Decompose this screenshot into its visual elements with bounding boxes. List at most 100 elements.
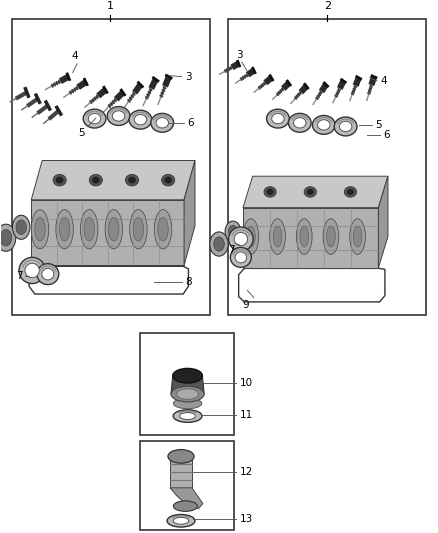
Ellipse shape bbox=[89, 174, 102, 186]
Text: 5: 5 bbox=[375, 120, 382, 130]
Ellipse shape bbox=[164, 177, 172, 183]
Polygon shape bbox=[184, 160, 195, 265]
Ellipse shape bbox=[156, 118, 169, 128]
Ellipse shape bbox=[173, 410, 202, 422]
Text: 7: 7 bbox=[16, 271, 22, 281]
Ellipse shape bbox=[288, 114, 311, 132]
Ellipse shape bbox=[228, 225, 237, 238]
Ellipse shape bbox=[170, 450, 192, 462]
Text: 4: 4 bbox=[71, 51, 78, 61]
Bar bbox=[12, 19, 210, 315]
Text: 12: 12 bbox=[240, 467, 253, 477]
Ellipse shape bbox=[19, 257, 45, 284]
Ellipse shape bbox=[42, 269, 54, 280]
Text: 4: 4 bbox=[381, 76, 387, 86]
Polygon shape bbox=[243, 208, 378, 268]
Ellipse shape bbox=[344, 187, 357, 197]
Polygon shape bbox=[239, 269, 385, 302]
Text: 10: 10 bbox=[240, 378, 253, 388]
Ellipse shape bbox=[154, 209, 172, 249]
Ellipse shape bbox=[128, 177, 136, 183]
Ellipse shape bbox=[107, 107, 130, 125]
Ellipse shape bbox=[304, 187, 316, 197]
Ellipse shape bbox=[339, 122, 352, 132]
Ellipse shape bbox=[133, 217, 144, 241]
Ellipse shape bbox=[88, 114, 101, 124]
Ellipse shape bbox=[129, 110, 152, 129]
Ellipse shape bbox=[56, 209, 73, 249]
Ellipse shape bbox=[37, 264, 59, 285]
Ellipse shape bbox=[162, 174, 175, 186]
Ellipse shape bbox=[264, 187, 276, 197]
Text: 8: 8 bbox=[185, 277, 191, 287]
Ellipse shape bbox=[323, 219, 339, 254]
Ellipse shape bbox=[334, 117, 357, 136]
Text: 5: 5 bbox=[78, 128, 85, 138]
Ellipse shape bbox=[173, 501, 198, 511]
Polygon shape bbox=[31, 200, 184, 265]
Ellipse shape bbox=[229, 227, 253, 251]
Ellipse shape bbox=[134, 115, 147, 125]
Ellipse shape bbox=[125, 174, 138, 186]
Ellipse shape bbox=[173, 398, 202, 409]
Text: 7: 7 bbox=[228, 245, 234, 255]
Ellipse shape bbox=[168, 449, 194, 463]
Ellipse shape bbox=[84, 217, 95, 241]
Ellipse shape bbox=[267, 109, 289, 128]
Ellipse shape bbox=[16, 220, 26, 235]
Ellipse shape bbox=[130, 209, 147, 249]
Ellipse shape bbox=[350, 219, 365, 254]
Ellipse shape bbox=[53, 174, 66, 186]
Ellipse shape bbox=[158, 217, 168, 241]
Ellipse shape bbox=[225, 221, 241, 242]
Text: 1: 1 bbox=[106, 1, 113, 11]
Text: 6: 6 bbox=[187, 118, 194, 128]
Bar bbox=[228, 19, 426, 315]
Ellipse shape bbox=[247, 226, 255, 247]
Ellipse shape bbox=[180, 413, 195, 419]
Polygon shape bbox=[29, 266, 188, 294]
Ellipse shape bbox=[300, 226, 309, 247]
Ellipse shape bbox=[83, 109, 106, 128]
Ellipse shape bbox=[171, 386, 204, 402]
Text: 3: 3 bbox=[185, 72, 191, 82]
Ellipse shape bbox=[293, 118, 306, 128]
Ellipse shape bbox=[151, 114, 173, 132]
Ellipse shape bbox=[92, 177, 100, 183]
Ellipse shape bbox=[267, 189, 274, 195]
Polygon shape bbox=[170, 456, 192, 488]
Ellipse shape bbox=[312, 116, 335, 134]
Ellipse shape bbox=[270, 219, 286, 254]
Text: 9: 9 bbox=[242, 300, 248, 310]
Ellipse shape bbox=[25, 263, 39, 278]
Text: 13: 13 bbox=[240, 514, 253, 524]
Text: 6: 6 bbox=[383, 131, 390, 140]
Ellipse shape bbox=[105, 209, 123, 249]
Ellipse shape bbox=[230, 247, 251, 268]
Ellipse shape bbox=[35, 217, 45, 241]
Text: 3: 3 bbox=[237, 50, 243, 60]
Bar bbox=[141, 333, 234, 435]
Ellipse shape bbox=[327, 226, 335, 247]
Ellipse shape bbox=[173, 518, 189, 524]
Ellipse shape bbox=[273, 226, 282, 247]
Bar bbox=[141, 441, 234, 530]
Ellipse shape bbox=[347, 189, 354, 195]
Ellipse shape bbox=[297, 219, 312, 254]
Ellipse shape bbox=[272, 114, 284, 124]
Ellipse shape bbox=[0, 224, 16, 251]
Ellipse shape bbox=[234, 232, 247, 246]
Ellipse shape bbox=[210, 232, 228, 256]
Ellipse shape bbox=[353, 226, 362, 247]
Ellipse shape bbox=[243, 219, 259, 254]
Ellipse shape bbox=[81, 209, 98, 249]
Ellipse shape bbox=[31, 209, 49, 249]
Polygon shape bbox=[171, 376, 204, 394]
Ellipse shape bbox=[56, 177, 64, 183]
Text: 2: 2 bbox=[324, 1, 331, 11]
Ellipse shape bbox=[0, 230, 12, 246]
Text: 11: 11 bbox=[240, 410, 253, 420]
Ellipse shape bbox=[60, 217, 70, 241]
Ellipse shape bbox=[235, 252, 247, 263]
Ellipse shape bbox=[214, 237, 224, 251]
